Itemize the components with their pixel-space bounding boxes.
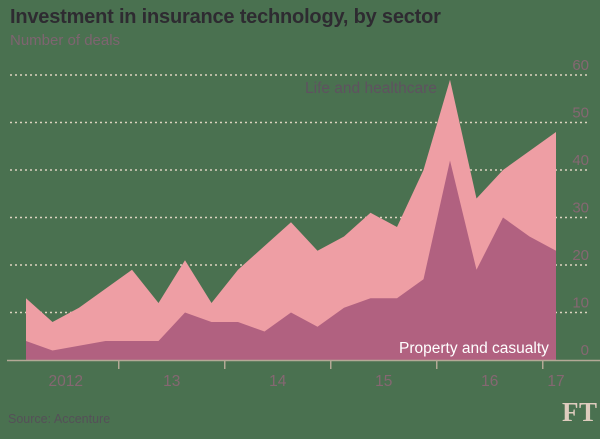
series-label-property-and-casualty: Property and casualty (399, 340, 549, 357)
x-axis-label-2012: 2012 (49, 373, 83, 390)
x-axis-label-13: 13 (163, 373, 180, 390)
ft-logo: FT (562, 397, 598, 427)
x-axis-label-16: 16 (481, 373, 498, 390)
y-axis-label-60: 60 (572, 57, 589, 74)
y-axis-label-50: 50 (572, 105, 589, 122)
y-axis-label-40: 40 (572, 152, 589, 169)
area-property-and-casualty (26, 160, 556, 360)
x-axis-label-17: 17 (547, 373, 564, 390)
source-note: Source: Accenture (8, 412, 111, 426)
y-axis-label-20: 20 (572, 247, 589, 264)
chart-subtitle-units: Number of deals (10, 32, 121, 49)
x-axis-label-14: 14 (269, 373, 287, 390)
y-axis-label-10: 10 (572, 295, 589, 312)
y-axis-label-30: 30 (572, 200, 589, 217)
chart-title: Investment in insurance technology, by s… (10, 6, 441, 28)
series-label-life-and-healthcare: Life and healthcare (305, 80, 437, 97)
y-axis-label-0: 0 (581, 342, 589, 359)
x-axis-label-15: 15 (375, 373, 392, 390)
